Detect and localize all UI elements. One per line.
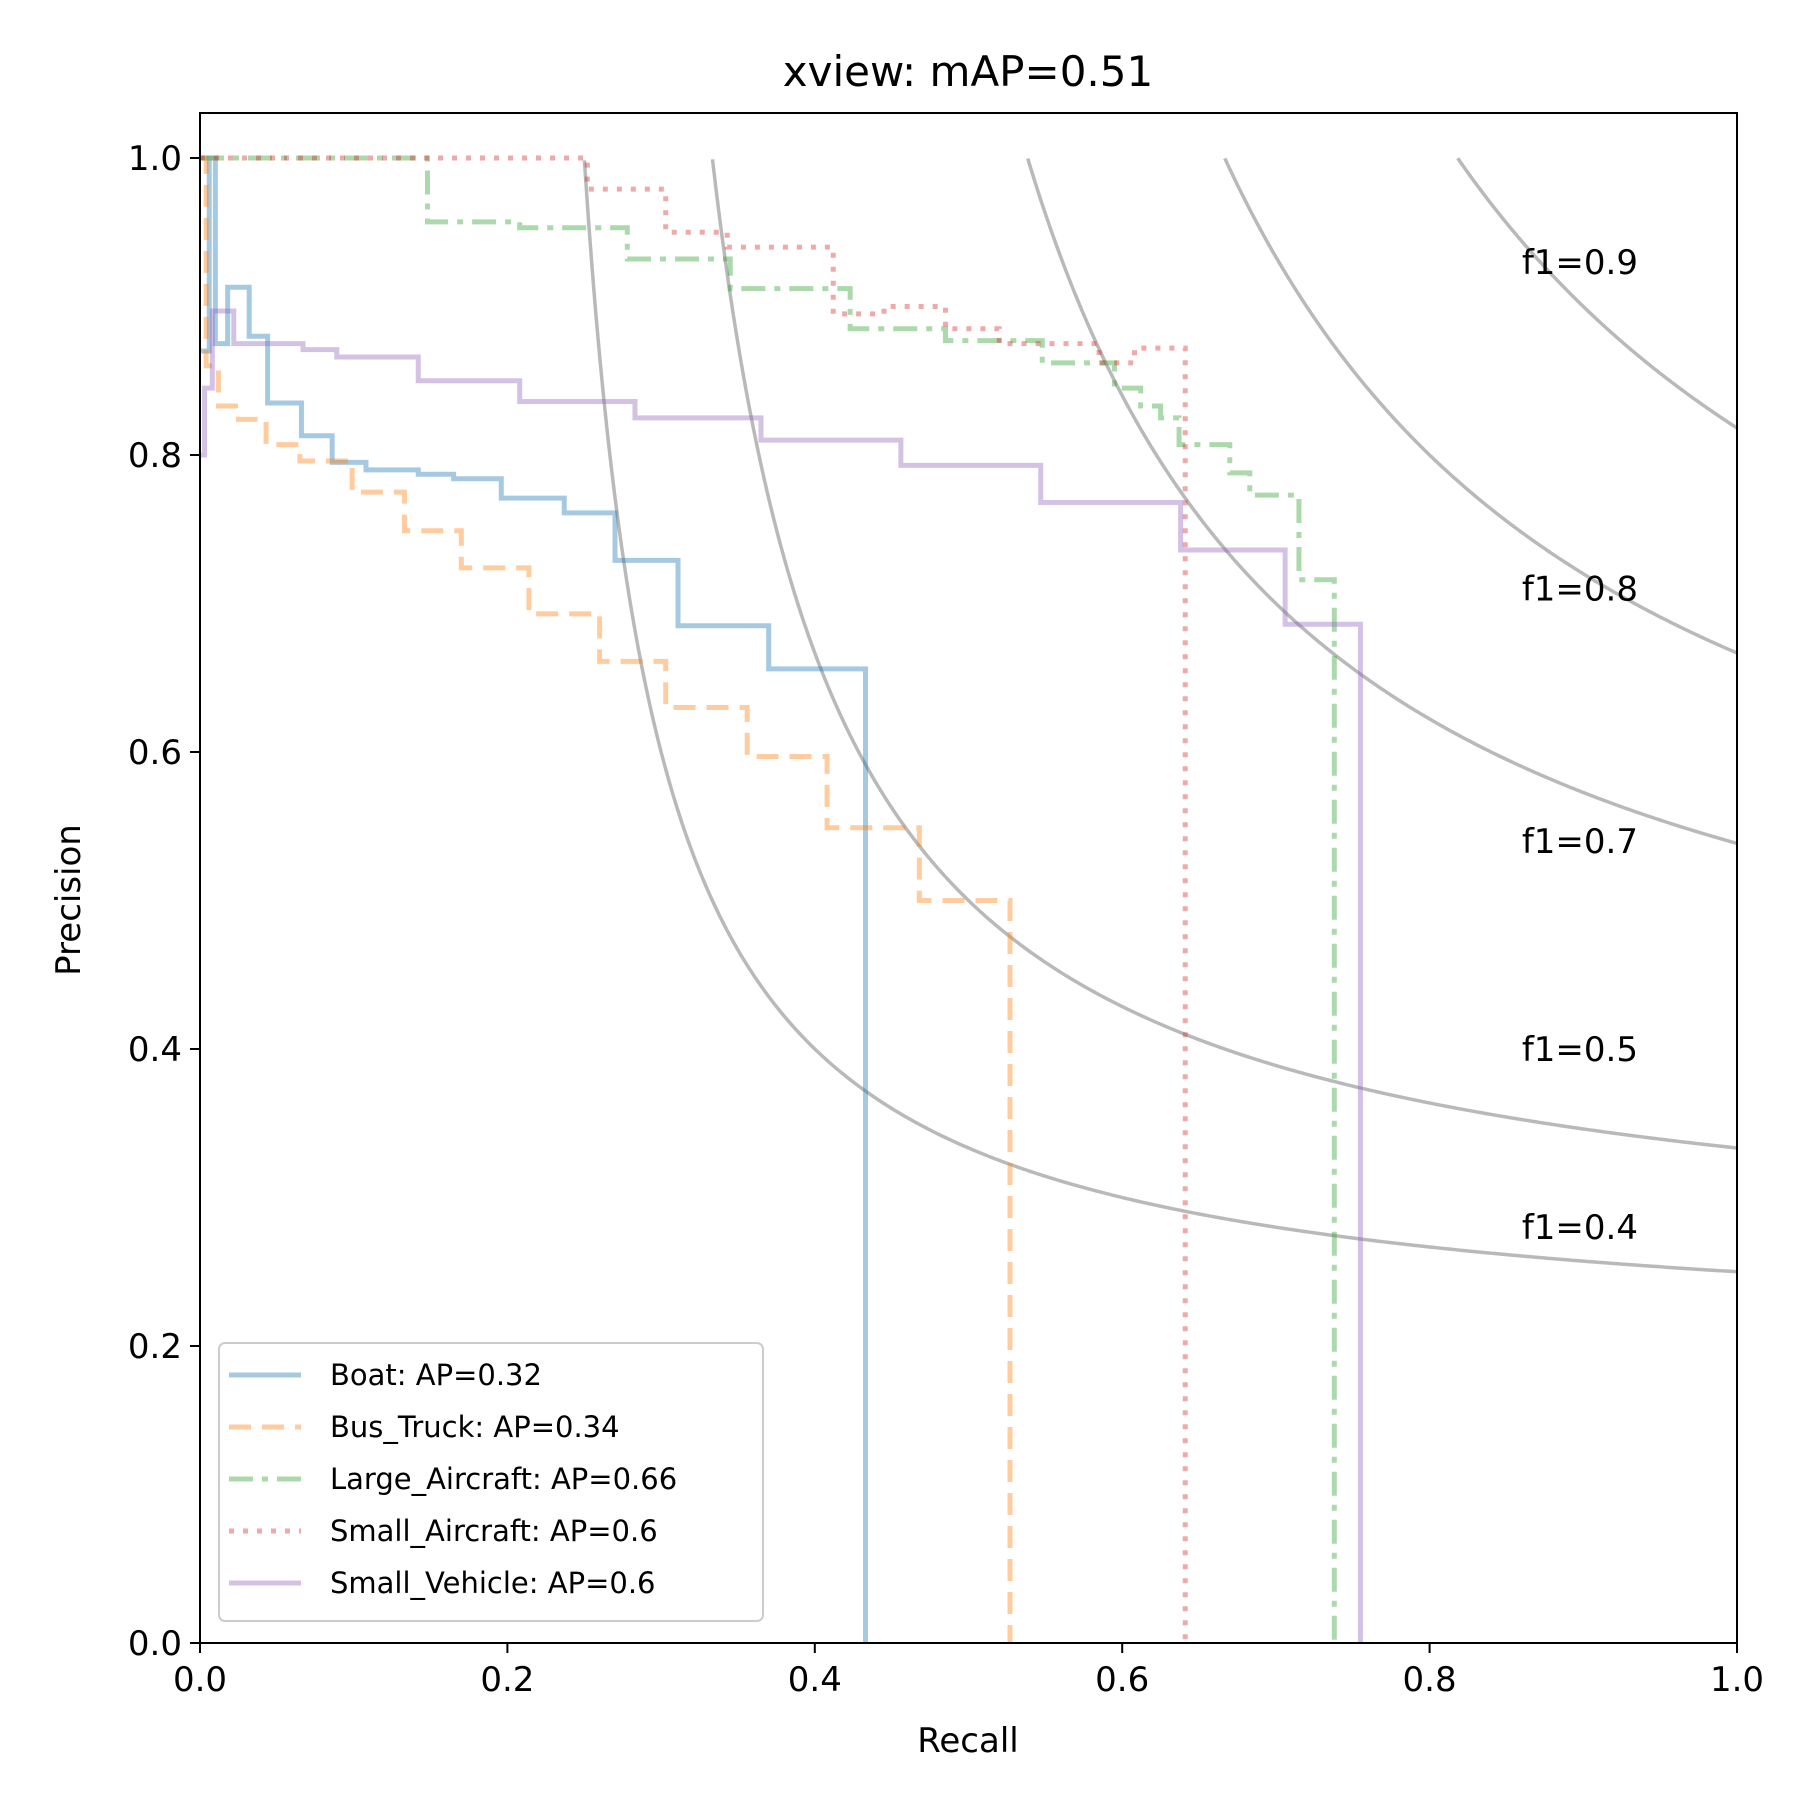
iso-f1-label-0.9: f1=0.9 — [1522, 243, 1638, 283]
y-tick-label: 0.2 — [128, 1327, 182, 1367]
iso-f1-label-0.8: f1=0.8 — [1522, 570, 1638, 610]
iso-f1-curve-0.8 — [1223, 157, 1737, 655]
y-axis-label: Precision — [49, 824, 89, 976]
legend-entry: Boat: AP=0.32 — [330, 1358, 542, 1392]
iso-f1-label-0.5: f1=0.5 — [1522, 1030, 1638, 1070]
iso-f1-curve-0.9 — [1456, 157, 1737, 430]
legend-box — [218, 1342, 764, 1622]
y-tick-label: 0.4 — [128, 1030, 182, 1070]
iso-f1-curve-0.7 — [1026, 158, 1737, 846]
x-tick-label: 1.0 — [1710, 1660, 1764, 1700]
x-axis-label: Recall — [917, 1721, 1018, 1761]
x-tick-label: 0.2 — [480, 1660, 534, 1700]
series-large-aircraft — [200, 155, 1337, 1643]
x-tick-label: 0.0 — [173, 1660, 227, 1700]
legend-entry: Bus_Truck: AP=0.34 — [330, 1410, 620, 1444]
y-tick-label: 0.6 — [128, 733, 182, 773]
y-tick-label: 0.8 — [128, 436, 182, 476]
x-tick-label: 0.8 — [1403, 1660, 1457, 1700]
legend-entry: Large_Aircraft: AP=0.66 — [330, 1462, 677, 1496]
iso-f1-curve-0.5 — [710, 159, 1737, 1150]
series-bus-truck — [200, 155, 1013, 1643]
iso-f1-curve-0.4 — [582, 160, 1737, 1274]
legend-entry: Small_Aircraft: AP=0.6 — [330, 1514, 658, 1548]
iso-f1-label-0.7: f1=0.7 — [1522, 822, 1638, 862]
iso-f1-label-0.4: f1=0.4 — [1522, 1208, 1638, 1248]
legend-entry: Small_Vehicle: AP=0.6 — [330, 1566, 656, 1600]
legend: Boat: AP=0.32 Bus_Truck: AP=0.34 Large_Air… — [218, 1342, 764, 1622]
x-tick-label: 0.4 — [788, 1660, 842, 1700]
chart-title: xview: mAP=0.51 — [783, 47, 1153, 96]
plot-frame — [199, 112, 1738, 1644]
series-lines — [200, 155, 1363, 1643]
x-tick-label: 0.6 — [1095, 1660, 1149, 1700]
series-small-vehicle — [200, 308, 1363, 1643]
y-tick-label: 1.0 — [128, 139, 182, 179]
iso-f1-curves — [582, 157, 1737, 1274]
series-boat — [200, 155, 869, 1643]
y-tick-label: 0.0 — [128, 1624, 182, 1664]
